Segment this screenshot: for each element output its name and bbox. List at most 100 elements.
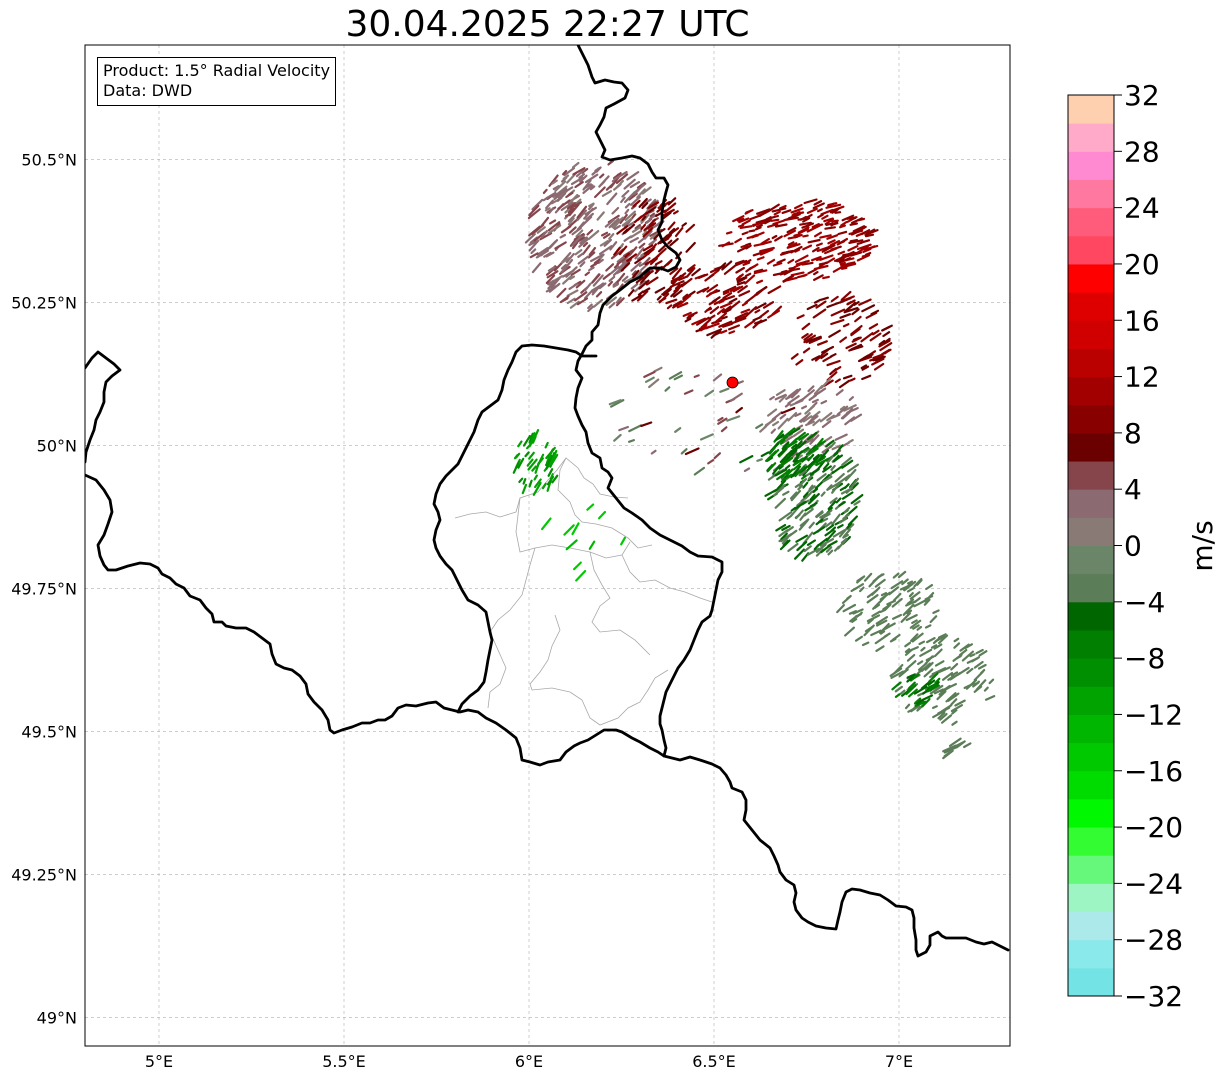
velocity-echo: [819, 254, 834, 261]
colorbar-segment: [1068, 742, 1114, 772]
velocity-echo: [932, 636, 941, 645]
colorbar-segment: [1068, 263, 1114, 293]
colorbar-tick-label: 8: [1124, 417, 1142, 450]
colorbar-segment: [1068, 798, 1114, 828]
velocity-echo: [942, 749, 954, 760]
velocity-echo: [645, 206, 657, 215]
velocity-echo: [812, 274, 824, 281]
velocity-echo: [548, 206, 555, 214]
velocity-echo: [904, 641, 912, 648]
colorbar-tick-label: 0: [1124, 530, 1142, 563]
velocity-echo: [781, 209, 792, 214]
velocity-echo: [815, 457, 830, 467]
velocity-echo: [796, 540, 808, 552]
radar-site-marker[interactable]: [726, 376, 739, 389]
colorbar-tick-label: −16: [1124, 755, 1183, 788]
velocity-echo: [775, 523, 787, 532]
colorbar-segment: [1068, 179, 1114, 209]
velocity-echo: [820, 544, 832, 554]
velocity-echo: [754, 226, 762, 231]
velocity-echo: [838, 501, 846, 507]
velocity-echo: [727, 324, 741, 331]
velocity-echo: [590, 261, 600, 268]
velocity-echo: [782, 490, 790, 496]
boundary-line: [529, 614, 571, 693]
velocity-echo: [642, 230, 648, 236]
velocity-echo: [744, 242, 752, 247]
velocity-echo: [834, 433, 848, 441]
velocity-echo: [713, 452, 722, 460]
velocity-echo: [844, 301, 857, 313]
velocity-echo: [536, 226, 546, 234]
velocity-echo: [790, 388, 802, 399]
velocity-echo: [741, 231, 749, 236]
velocity-echo: [598, 282, 607, 290]
velocity-echo: [883, 622, 896, 631]
boundary-line: [557, 457, 653, 549]
velocity-echo: [917, 662, 928, 671]
velocity-echo: [843, 506, 851, 514]
velocity-echo: [951, 720, 958, 726]
velocity-echo: [755, 224, 763, 228]
velocity-echo: [809, 502, 818, 508]
velocity-echo: [607, 159, 615, 166]
velocity-echo: [950, 671, 959, 677]
velocity-echo: [616, 257, 626, 266]
velocity-echo: [556, 287, 567, 298]
velocity-echo: [583, 183, 593, 190]
velocity-echo: [783, 450, 795, 464]
velocity-echo: [794, 412, 802, 417]
velocity-echo: [734, 259, 745, 265]
velocity-echo: [961, 650, 975, 662]
velocity-echo: [553, 187, 568, 197]
velocity-echo: [812, 526, 826, 535]
velocity-echo: [543, 251, 552, 258]
velocity-echo: [752, 251, 763, 257]
velocity-echo: [801, 261, 814, 266]
velocity-echo: [682, 311, 692, 317]
velocity-echo: [560, 201, 574, 211]
velocity-echo: [643, 222, 657, 231]
velocity-echo: [669, 267, 679, 275]
velocity-echo: [879, 609, 886, 614]
velocity-echo: [905, 613, 918, 622]
velocity-echo: [569, 207, 575, 214]
velocity-echo: [772, 262, 783, 267]
velocity-echo: [881, 325, 891, 332]
velocity-echo: [715, 312, 728, 323]
velocity-echo: [812, 487, 819, 493]
velocity-echo: [544, 459, 551, 467]
velocity-echo: [984, 694, 996, 701]
velocity-echo: [567, 217, 575, 226]
velocity-echo: [564, 207, 571, 214]
velocity-echo: [548, 219, 557, 225]
velocity-echo: [963, 682, 976, 690]
velocity-echo: [819, 517, 829, 524]
velocity-echo: [823, 247, 838, 255]
velocity-echo: [780, 456, 794, 467]
velocity-echo: [722, 290, 730, 296]
velocity-echo: [836, 257, 845, 263]
velocity-echo: [755, 423, 764, 429]
velocity-echo: [854, 635, 864, 642]
velocity-echo: [907, 708, 915, 713]
velocity-echo: [569, 201, 583, 210]
velocity-echo: [855, 245, 870, 255]
velocity-echo: [842, 528, 852, 538]
velocity-echo: [663, 202, 677, 214]
velocity-echo: [964, 643, 974, 650]
velocity-echo: [628, 246, 638, 257]
velocity-echo: [736, 380, 744, 385]
velocity-echo: [907, 681, 916, 690]
velocity-echo: [855, 611, 863, 618]
product-info-box: Product: 1.5° Radial Velocity Data: DWD: [97, 57, 337, 106]
velocity-echo: [767, 285, 782, 295]
velocity-echo: [988, 678, 995, 685]
velocity-echo: [878, 339, 886, 346]
velocity-echo: [933, 648, 943, 658]
velocity-echo: [641, 186, 652, 195]
velocity-echo: [642, 244, 654, 252]
velocity-echo: [804, 492, 812, 500]
velocity-echo: [837, 230, 848, 236]
velocity-echo: [775, 389, 786, 396]
